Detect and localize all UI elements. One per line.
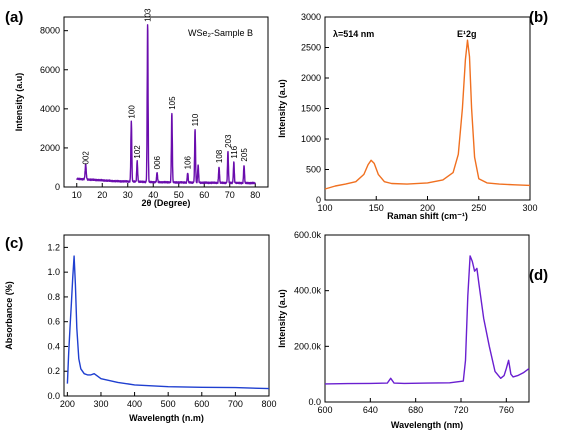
x-tick-label: 100: [317, 203, 332, 213]
x-tick-label: 250: [471, 203, 486, 213]
y-tick-label: 500: [306, 165, 321, 175]
y-tick-label: 0.4: [47, 341, 60, 351]
y-tick-label: 1500: [301, 104, 321, 114]
x-tick-label: 720: [453, 405, 468, 415]
plot-annotation: λ=514 nm: [333, 29, 374, 39]
x-tick-label: 800: [261, 399, 276, 409]
panel-label: (b): [529, 9, 548, 26]
panel-d: (d) 600 640 680 720 760 0.0 200.0k 400.0k 600.0k W…: [277, 230, 548, 430]
peak-label: 100: [127, 105, 136, 119]
x-tick-label: 600: [317, 405, 332, 415]
y-tick-label: 1.2: [47, 242, 60, 252]
x-tick-label: 60: [199, 190, 209, 200]
y-tick-label: 6000: [40, 65, 60, 75]
x-tick-label: 80: [250, 190, 260, 200]
panel-label: (d): [529, 267, 548, 284]
x-tick-label: 400: [127, 399, 142, 409]
x-tick-label: 600: [194, 399, 209, 409]
y-tick-label: 1.0: [47, 267, 60, 277]
x-tick-label: 500: [161, 399, 176, 409]
panel-c: (c) 200 300 400 500 600 700 800 0.0 0.2 0.4 0.6 0.8 1…: [4, 234, 277, 423]
x-tick-label: 700: [228, 399, 243, 409]
x-tick-label: 40: [148, 190, 158, 200]
x-axis-label: Raman shift (cm⁻¹): [387, 211, 468, 221]
peak-label: 110: [191, 113, 200, 126]
y-tick-label: 400.0k: [294, 286, 322, 296]
x-tick-label: 200: [420, 203, 435, 213]
y-tick-label: 4000: [40, 104, 60, 114]
y-tick-label: 2000: [301, 73, 321, 83]
x-tick-label: 200: [60, 399, 75, 409]
peak-label: 116: [230, 145, 239, 158]
y-tick-label: 2500: [301, 43, 321, 53]
x-tick-label: 300: [93, 399, 108, 409]
x-tick-label: 640: [363, 405, 378, 415]
x-tick-label: 70: [225, 190, 235, 200]
peak-label: 106: [184, 155, 193, 169]
peak-label: 002: [82, 151, 91, 165]
peak-label: 105: [168, 96, 177, 110]
peak-label: 103: [144, 8, 153, 22]
peak-label: 203: [224, 134, 233, 148]
plot-frame: [324, 234, 530, 403]
series-line: [324, 255, 530, 385]
x-axis-label: Wavelength (nm): [391, 420, 463, 430]
x-tick-label: 20: [97, 190, 107, 200]
x-tick-label: 30: [123, 190, 133, 200]
y-axis-label: Intensity (a.u): [277, 79, 287, 138]
y-tick-label: 0: [55, 182, 60, 192]
x-tick-label: 10: [72, 190, 82, 200]
plot-annotation: WSe₂-Sample B: [188, 28, 253, 38]
x-tick-label: 50: [174, 190, 184, 200]
y-tick-label: 2000: [40, 143, 60, 153]
x-axis-label: 2θ (Degree): [142, 198, 191, 208]
panel-label: (c): [5, 235, 23, 252]
y-tick-label: 8000: [40, 26, 60, 36]
peak-label: 102: [133, 145, 142, 159]
y-tick-label: 0.0: [47, 391, 60, 401]
panel-a: (a) 10 20 30 40 50 60 70 80 0 2000 4000 6000 8000 2θ (…: [5, 8, 269, 208]
peak-label: 006: [153, 155, 162, 169]
series-line: [66, 255, 270, 390]
peak-annotation: E¹2g: [457, 29, 477, 39]
x-tick-label: 760: [499, 405, 514, 415]
x-axis-label: Wavelength (n.m): [129, 413, 204, 423]
peak-label: 108: [215, 149, 224, 163]
y-tick-label: 0.0: [308, 397, 321, 407]
y-axis-label: Intensity (a.u): [14, 73, 24, 132]
panel-b: (b)100 150 200 250 3000500100015002000250030…: [277, 9, 548, 221]
plot-frame: [63, 16, 269, 188]
y-tick-label: 3000: [301, 12, 321, 22]
plot-frame: [324, 16, 531, 201]
y-tick-label: 1000: [301, 134, 321, 144]
y-axis-label: Absorbance (%): [4, 281, 14, 350]
peak-label: 205: [240, 148, 249, 162]
x-tick-label: 680: [408, 405, 423, 415]
panel-label: (a): [5, 9, 23, 26]
y-tick-label: 0.6: [47, 317, 60, 327]
x-tick-label: 300: [522, 203, 537, 213]
y-tick-label: 0: [316, 195, 321, 205]
y-tick-label: 200.0k: [294, 341, 322, 351]
series-line: [76, 24, 256, 185]
x-tick-label: 150: [369, 203, 384, 213]
series-line: [324, 39, 531, 190]
y-tick-label: 0.8: [47, 292, 60, 302]
y-tick-label: 0.2: [47, 366, 60, 376]
y-axis-label: Intensity (a.u): [277, 289, 287, 348]
y-tick-label: 600.0k: [294, 230, 322, 240]
plot-frame: [63, 234, 270, 397]
